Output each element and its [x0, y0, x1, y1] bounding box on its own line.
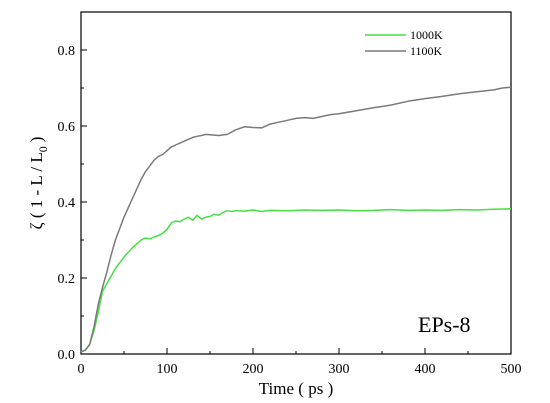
- y-tick-label: 0.6: [58, 120, 76, 135]
- series-line-1000k: [80, 208, 512, 353]
- x-tick-label: 300: [329, 362, 350, 377]
- plot-area: [80, 11, 512, 355]
- y-tick-label: 0.2: [58, 272, 76, 287]
- y-tick-label: 0.8: [58, 44, 76, 59]
- series-line-1100k: [80, 86, 512, 353]
- x-tick-label: 400: [415, 362, 436, 377]
- legend: 1000K 1100K: [365, 28, 443, 58]
- y-tick-label: 0.4: [58, 196, 76, 211]
- y-axis-title-main: ζ ( 1 - L / L: [27, 152, 46, 229]
- chart-annotation: EPs-8: [418, 312, 471, 337]
- y-axis-title: ζ ( 1 - L / L0): [27, 137, 50, 230]
- legend-label-1000k: 1000K: [410, 28, 443, 42]
- series-lines: [80, 86, 512, 353]
- x-tick-label: 100: [157, 362, 178, 377]
- x-tick-label: 500: [501, 362, 522, 377]
- x-tick-label: 0: [78, 362, 85, 377]
- x-tick-label: 200: [243, 362, 264, 377]
- x-axis-title: Time ( ps ): [259, 379, 333, 398]
- y-tick-label: 0.0: [58, 348, 76, 363]
- y-axis-title-close: ): [27, 137, 46, 143]
- x-axis-ticks: 0 100 200 300 400 500: [78, 348, 522, 377]
- y-axis-ticks: 0.0 0.2 0.4 0.6 0.8: [58, 44, 87, 363]
- legend-label-1100k: 1100K: [410, 44, 443, 58]
- y-axis-title-subscript: 0: [36, 146, 50, 152]
